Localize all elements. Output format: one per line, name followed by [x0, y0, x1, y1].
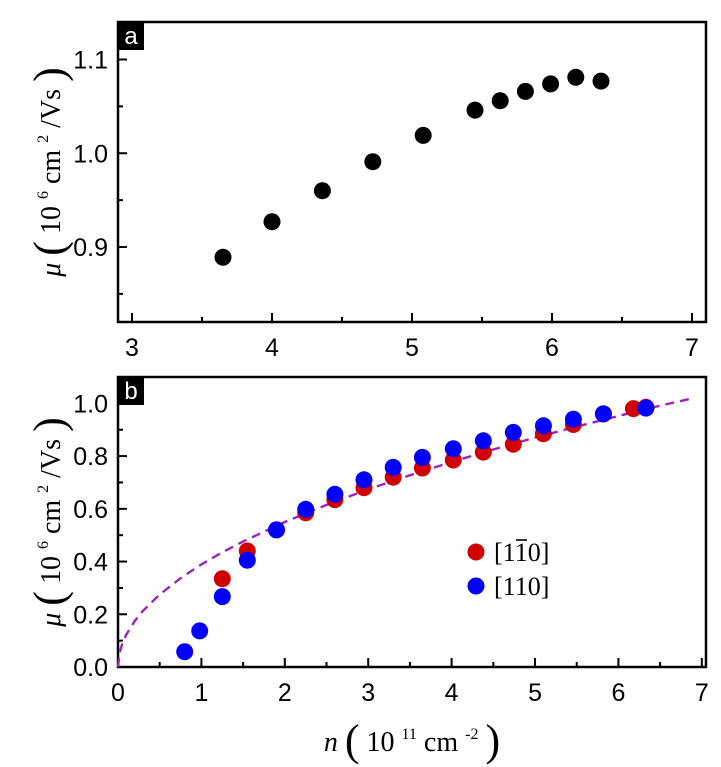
data-point-a [414, 126, 432, 144]
x-tick-label: 4 [445, 679, 459, 707]
x-tick-label: 2 [278, 679, 292, 707]
x-tick-label: 6 [545, 334, 559, 362]
data-point-a [516, 82, 534, 100]
y-tick-label: 1.1 [73, 47, 108, 75]
panel-a-tag-bg [118, 22, 144, 50]
fit-curve [116, 396, 694, 668]
data-point-110 [326, 485, 344, 503]
y-tick-label: 0.0 [73, 654, 108, 682]
data-point-a [592, 72, 610, 90]
x-tick-label: 3 [125, 334, 139, 362]
x-tick-label: 7 [695, 679, 709, 707]
panel-b: b 0.0 0.2 0.4 0.6 0.8 1.0 0 1 2 3 4 5 6 7 [110] [110… [24, 375, 709, 765]
data-point-a [263, 213, 281, 231]
y-tick-label: 0.6 [73, 496, 108, 524]
y-tick-label: 0.9 [73, 234, 108, 262]
x-tick-label: 7 [685, 334, 699, 362]
panel-b-y-axis-title: μ ( 10 6 cm 2 /Vs ) [24, 417, 74, 628]
panel-b-x-ticks: 0 1 2 3 4 5 6 7 [111, 658, 709, 707]
y-tick-label: 0.8 [73, 443, 108, 471]
data-point-110 [355, 471, 373, 489]
data-point-110 [384, 458, 402, 476]
panel-b-y-ticks: 0.0 0.2 0.4 0.6 0.8 1.0 [73, 376, 127, 682]
data-point-110 [213, 588, 231, 606]
panel-a-points [214, 68, 610, 266]
y-tick-label: 1.0 [73, 140, 108, 168]
data-point-110 [474, 432, 492, 450]
data-point-a [466, 101, 484, 119]
data-point-a [313, 182, 331, 200]
y-tick-label: 0.4 [73, 549, 108, 577]
data-point-110 [413, 448, 431, 466]
data-point-110 [238, 551, 256, 569]
panel-a-y-axis-title: μ ( 10 6 cm 2 /Vs ) [24, 67, 74, 278]
data-point-a [542, 75, 560, 93]
data-point-1-10 [213, 570, 231, 588]
y-tick-label: 0.2 [73, 601, 108, 629]
x-tick-label: 5 [405, 334, 419, 362]
y-tick-label: 1.0 [73, 390, 108, 418]
panel-a-y-symbol: μ [36, 263, 67, 278]
panel-b-x-axis-title: n ( 10 11 cm -2 ) [324, 715, 500, 765]
x-tick-label: 0 [111, 679, 125, 707]
x-tick-label: 4 [265, 334, 279, 362]
panel-b-points [176, 398, 655, 661]
x-tick-label: 3 [361, 679, 375, 707]
x-tick-label: 1 [194, 679, 208, 707]
panel-a-x-ticks: 3 4 5 6 7 [125, 313, 699, 362]
data-point-110 [191, 622, 209, 640]
x-tick-label: 6 [611, 679, 625, 707]
panel-b-tag: b [124, 378, 137, 405]
panel-a: a 0.9 1.0 1.1 3 4 5 6 7 μ ( 10 6 cm 2 /Vs ) [24, 20, 708, 362]
data-point-1-10 [504, 435, 522, 453]
legend-label-1-10: [110] [494, 538, 549, 567]
panel-a-tag: a [124, 23, 138, 50]
legend-label-110: [110] [494, 572, 549, 601]
x-tick-label: 5 [528, 679, 542, 707]
panel-b-fit [116, 396, 694, 668]
panel-a-frame [116, 20, 708, 324]
data-point-110 [637, 399, 655, 417]
legend-marker-1-10 [467, 543, 485, 561]
data-point-a [364, 153, 382, 171]
data-point-110 [297, 500, 315, 518]
panel-b-frame [116, 375, 708, 669]
panel-b-tag-bg [118, 377, 144, 405]
legend-marker-110 [467, 577, 485, 595]
data-point-a [567, 68, 585, 86]
data-point-1-10 [624, 400, 642, 418]
panel-a-y-ticks: 0.9 1.0 1.1 [73, 47, 127, 295]
data-point-110 [444, 440, 462, 458]
data-point-110 [504, 423, 522, 441]
data-point-110 [564, 410, 582, 428]
data-point-a [214, 248, 232, 266]
data-point-110 [176, 643, 194, 661]
data-point-110 [594, 405, 612, 423]
data-point-a [491, 92, 509, 110]
panel-b-legend: [110] [110] [467, 538, 549, 601]
data-point-110 [268, 521, 285, 539]
data-point-110 [534, 417, 552, 435]
